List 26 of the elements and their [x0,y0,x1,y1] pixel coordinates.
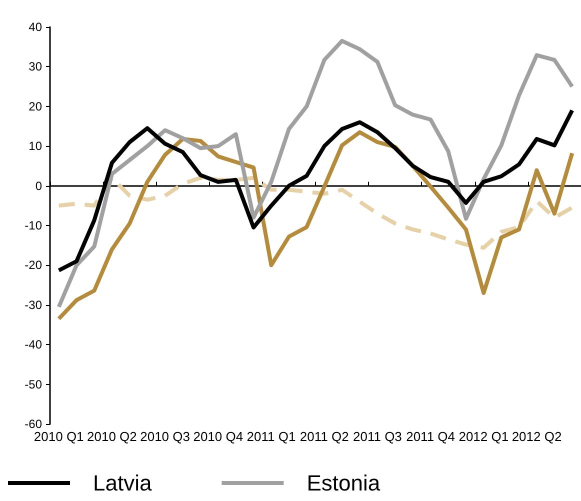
x-tick-label: 2011 Q1 [246,429,296,444]
y-tick-label: 30 [28,60,42,74]
x-tick-label: 2012 Q1 [458,429,509,444]
line-series [56,130,574,321]
line-series [56,176,574,250]
y-tick-label: 40 [28,20,42,34]
x-tick-label: 2011 Q4 [406,429,456,444]
x-tick-label: 2010 Q4 [193,429,244,444]
y-tick-label: -30 [24,298,42,312]
y-tick-label: -40 [24,338,42,352]
x-tick-label: 2010 Q2 [87,429,137,444]
y-tick-label: -10 [24,218,42,232]
x-tick-label: 2011 Q2 [300,429,349,444]
y-tick-label: 10 [28,139,42,154]
x-tick-label: 2012 Q2 [512,429,562,444]
x-tick-label: 2010 Q1 [34,429,84,444]
y-tick-label: -50 [24,377,42,392]
x-tick-label: 2011 Q3 [352,429,402,444]
line-series [56,38,574,309]
legend-label: Latvia [93,470,152,496]
y-tick-label: -60 [24,417,42,431]
y-tick-label: -20 [24,258,42,272]
legend-label: Estonia [306,470,381,496]
y-tick-label: 20 [28,99,42,114]
x-tick-label: 2010 Q3 [140,429,190,444]
y-tick-label: 0 [35,178,42,193]
